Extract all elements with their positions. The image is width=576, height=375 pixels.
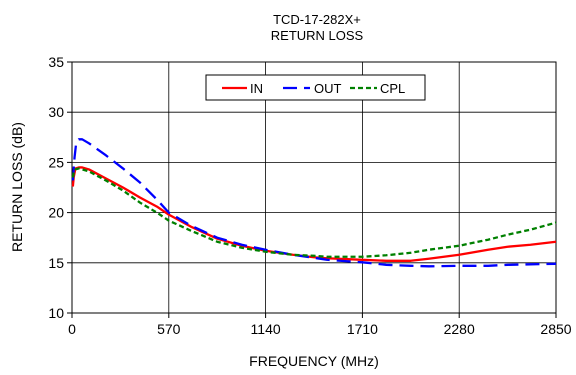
y-axis-ticks: 10 15 20 25 30 35 xyxy=(48,54,72,321)
y-tick-label: 10 xyxy=(48,305,64,321)
y-tick-label: 25 xyxy=(48,154,64,170)
x-tick-label: 2280 xyxy=(444,321,475,337)
y-tick-label: 15 xyxy=(48,255,64,271)
y-tick-label: 35 xyxy=(48,54,64,70)
chart-subtitle: RETURN LOSS xyxy=(271,28,364,43)
series-line-cpl xyxy=(71,167,557,258)
gridlines xyxy=(72,62,556,313)
x-tick-label: 570 xyxy=(157,321,181,337)
x-axis-ticks: 0 570 1140 1710 2280 2850 xyxy=(68,313,572,337)
x-axis-title: FREQUENCY (MHz) xyxy=(249,353,379,369)
series-line-in xyxy=(71,166,557,262)
chart-title: TCD-17-282X+ xyxy=(273,12,361,27)
x-tick-label: 2850 xyxy=(540,321,571,337)
series-line-out xyxy=(71,138,557,268)
y-tick-label: 30 xyxy=(48,104,64,120)
x-tick-label: 1140 xyxy=(251,321,281,337)
legend: IN OUT CPL xyxy=(205,74,426,101)
legend-label-out: OUT xyxy=(314,81,342,96)
plot-area xyxy=(71,61,557,314)
x-tick-label: 0 xyxy=(68,321,76,337)
y-axis-title: RETURN LOSS (dB) xyxy=(9,122,25,252)
y-tick-label: 20 xyxy=(48,205,64,221)
legend-label-in: IN xyxy=(250,81,263,96)
x-tick-label: 1710 xyxy=(347,321,378,337)
legend-label-cpl: CPL xyxy=(380,81,405,96)
data-series xyxy=(71,138,557,268)
